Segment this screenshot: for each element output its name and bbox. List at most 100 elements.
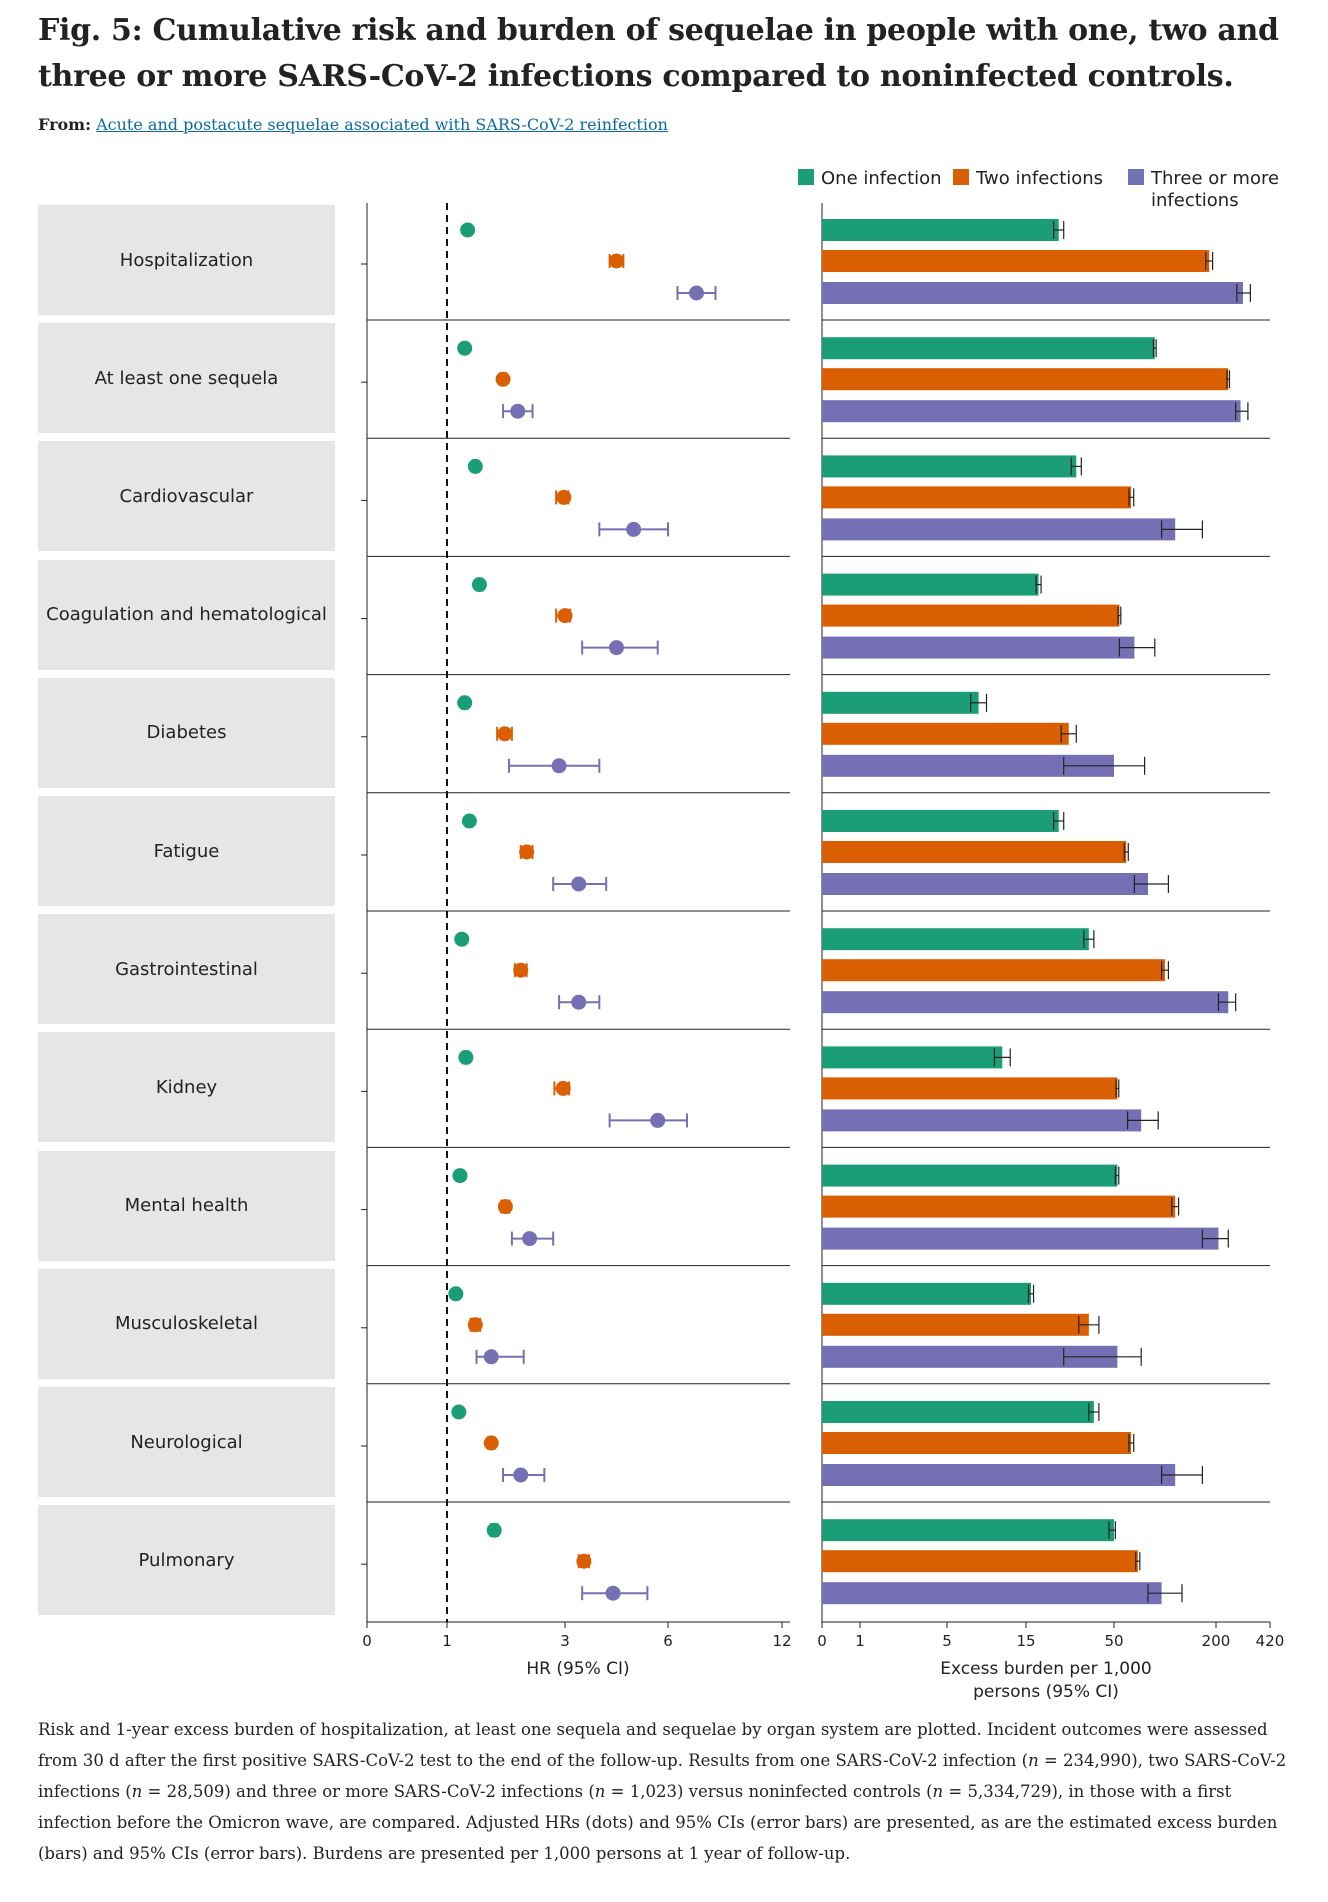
burden-x-tick-label: 50 [1104,1632,1123,1650]
burden-bar [822,1077,1118,1100]
burden-bar [822,1550,1138,1573]
hr-point [497,726,513,742]
category-label: Musculoskeletal [38,1268,335,1379]
hr-point [495,371,511,387]
hr-point [460,222,476,238]
legend-label: One infection [821,168,942,189]
figure-chart: One infection Two infections Three or more… [361,168,1285,1700]
burden-bar [822,400,1241,423]
category-label: Gastrointestinal [38,914,335,1025]
hr-point [519,844,535,860]
burden-bar [822,691,979,714]
hr-point [471,577,487,593]
hr-point [522,1231,538,1247]
hr-point [605,1585,621,1601]
hr-x-tick-label: 0 [362,1632,372,1650]
hr-point [483,1349,499,1365]
legend-label: Three or more [1150,168,1279,189]
burden-bar [822,1519,1114,1542]
legend-swatch [953,169,969,185]
burden-bar [822,636,1135,659]
hr-point [626,521,642,537]
burden-bar [822,250,1210,272]
hr-point [689,285,704,301]
hr-point [513,1467,529,1483]
figure-title: Fig. 5: Cumulative risk and burden of se… [38,13,1279,94]
hr-point [497,1199,513,1215]
burden-x-tick-label: 0 [817,1632,827,1650]
hr-point [609,640,624,656]
category-label: Pulmonary [38,1505,335,1616]
hr-point [467,458,483,474]
burden-bar [822,337,1155,360]
hr-point [555,1080,571,1096]
hr-point [557,608,573,624]
category-label: Diabetes [38,677,335,788]
burden-bar [822,722,1069,745]
burden-bar [822,573,1039,596]
hr-point [454,931,470,947]
burden-x-tick-label: 1 [855,1632,865,1650]
burden-bar [822,928,1089,951]
burden-bar [822,282,1243,304]
burden-bar [822,1582,1162,1605]
category-label: Mental health [38,1150,335,1261]
caption-italic-n: n [594,1782,606,1801]
category-label: Hospitalization [38,205,335,315]
burden-bar [822,1109,1142,1132]
burden-bar [822,810,1059,832]
burden-bar [822,604,1120,627]
hr-point [451,1404,467,1420]
hr-point [576,1553,592,1569]
caption-italic-n: n [1028,1751,1039,1770]
burden-bar [822,368,1229,391]
hr-point [448,1286,464,1302]
hr-point [457,695,473,711]
hr-x-tick-label: 3 [560,1632,570,1650]
category-label: Cardiovascular [38,441,335,552]
burden-axis-title-line2: persons (95% CI) [973,1682,1119,1700]
hr-point [650,1112,666,1128]
hr-point [461,813,477,829]
burden-bar [822,873,1148,895]
burden-bar [822,1432,1131,1454]
burden-axis-title-line1: Excess burden per 1,000 [940,1659,1151,1679]
hr-x-tick-label: 6 [663,1632,673,1650]
hr-point [483,1435,499,1451]
burden-bar [822,1227,1219,1250]
hr-x-tick-label: 12 [772,1632,791,1650]
legend-label: infections [1151,190,1239,211]
burden-x-tick-label: 420 [1256,1632,1285,1650]
burden-bar [822,1345,1118,1368]
burden-bar [822,841,1127,863]
from-label: From: [38,115,92,134]
figure-caption: Risk and 1-year excess burden of hospita… [38,1720,1287,1863]
burden-bar [822,991,1229,1014]
burden-x-tick-label: 15 [1016,1632,1035,1650]
legend-label: Two infections [975,168,1103,189]
category-label: Neurological [38,1387,335,1497]
legend-swatch [1128,169,1144,185]
article-link[interactable]: Acute and postacute sequelae associated … [96,115,668,134]
hr-point [556,489,572,505]
hr-point [551,758,567,774]
burden-bar [822,455,1077,478]
burden-x-tick-label: 5 [942,1632,952,1650]
burden-bar [822,1046,1003,1069]
hr-point [452,1168,468,1184]
category-label: Kidney [38,1032,335,1143]
burden-bar [822,486,1131,509]
burden-bar [822,754,1114,777]
burden-bar [822,518,1176,541]
burden-bar [822,1313,1089,1336]
category-label: At least one sequela [38,323,335,434]
category-label: Coagulation and hematological [38,559,335,670]
hr-point [457,340,473,356]
hr-axis-title: HR (95% CI) [526,1659,629,1679]
hr-point [571,876,587,892]
burden-bar [822,1401,1094,1423]
hr-point [510,403,526,419]
burden-bar [822,1195,1176,1218]
caption-italic-n: n [131,1782,143,1801]
burden-bar [822,1164,1118,1187]
